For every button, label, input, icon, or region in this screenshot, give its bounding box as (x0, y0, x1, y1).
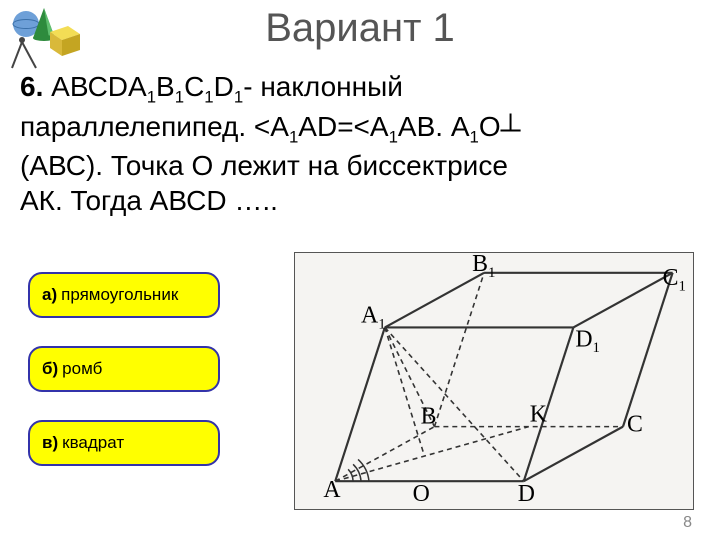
t4: D (214, 71, 234, 102)
t8: АВ. А (398, 111, 470, 142)
t3: С (184, 71, 204, 102)
label-A: A (323, 477, 341, 503)
t11: АК. Тогда АВСD ….. (20, 185, 278, 216)
t10: (АВС). Точка О лежит на биссектрисе (20, 150, 508, 181)
answer-b-text: ромб (62, 359, 102, 379)
answer-a-label: а) (42, 285, 57, 305)
problem-number: 6. (20, 71, 43, 102)
label-O: O (413, 481, 430, 507)
answer-b-label: б) (42, 359, 58, 379)
slide-title: Вариант 1 (0, 0, 720, 51)
page-number: 8 (683, 514, 692, 532)
answer-a-button[interactable]: а) прямоугольник (28, 272, 220, 318)
answer-c-button[interactable]: в) квадрат (28, 420, 220, 466)
t7: АD=<А (298, 111, 388, 142)
t9: О (479, 111, 501, 142)
answer-c-text: квадрат (62, 433, 124, 453)
t1: АВСDА (51, 71, 147, 102)
label-K: K (530, 402, 547, 428)
answers-group: а) прямоугольник б) ромб в) квадрат (28, 272, 220, 494)
answer-c-label: в) (42, 433, 58, 453)
perp-symbol: ┴ (501, 114, 521, 145)
label-D: D (518, 481, 535, 507)
t5: - наклонный (243, 71, 403, 102)
t2: В (156, 71, 175, 102)
answer-a-text: прямоугольник (61, 285, 178, 305)
label-C: C (627, 412, 643, 438)
parallelepiped-figure: A B C D A1 B1 C1 D1 K O (294, 252, 694, 510)
t6: параллелепипед. <А (20, 111, 289, 142)
slide: Вариант 1 6. АВСDА1В1С1D1- наклонный пар… (0, 0, 720, 540)
problem-text: 6. АВСDА1В1С1D1- наклонный параллелепипе… (20, 69, 700, 218)
geometry-icon (6, 2, 84, 74)
label-B: B (421, 404, 437, 430)
answer-b-button[interactable]: б) ромб (28, 346, 220, 392)
